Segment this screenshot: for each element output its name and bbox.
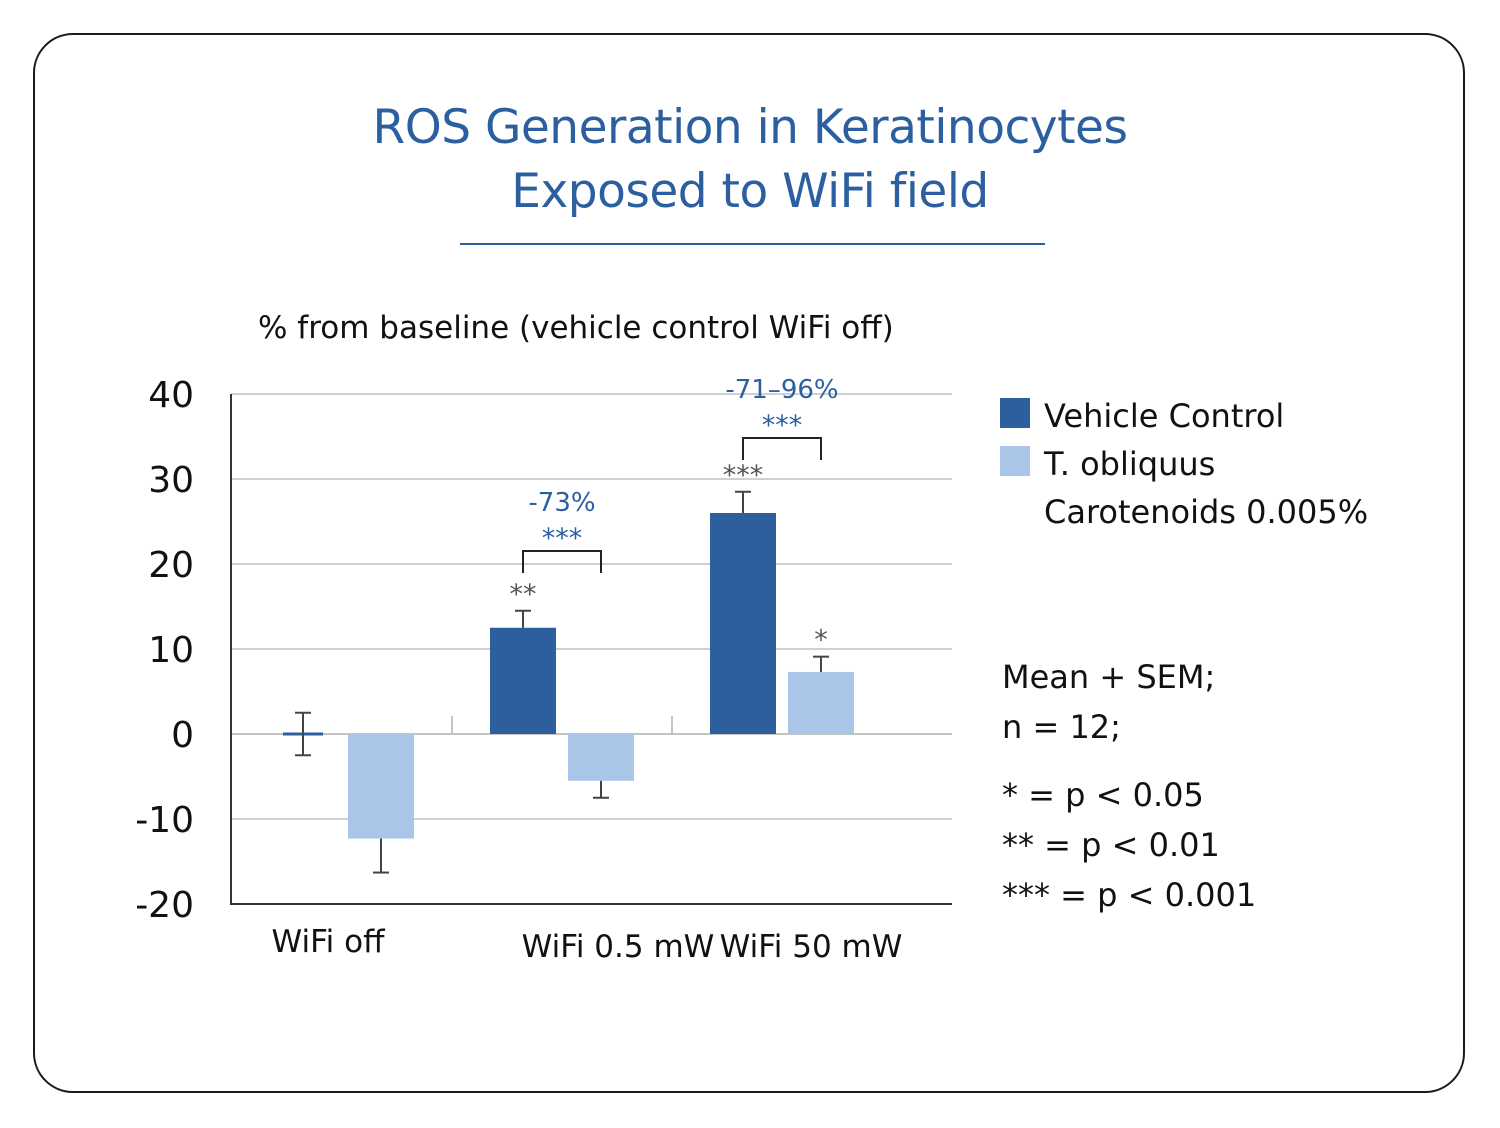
significance-stars: **: [510, 579, 537, 610]
comparison-stars: ***: [762, 410, 803, 441]
legend-swatch-treatment: [1000, 446, 1030, 476]
y-tick-label: -10: [135, 800, 194, 841]
axes: [230, 394, 952, 905]
chart-title-line-2: Exposed to WiFi field: [511, 164, 989, 219]
y-tick-label: 10: [148, 630, 194, 671]
legend-label-vehicle: Vehicle Control: [1044, 397, 1285, 435]
chart-title: ROS Generation in Keratinocytes Exposed …: [0, 96, 1500, 224]
bars: [283, 513, 854, 839]
comparison-bracket: [742, 437, 822, 460]
note-p-005: * = p < 0.05: [1002, 776, 1204, 814]
note-sample-size: n = 12;: [1002, 708, 1121, 746]
comparison-reduction-label: -71–96%: [725, 375, 838, 405]
legend-item-treatment: T. obliquus Carotenoids 0.005%: [1000, 440, 1368, 536]
note-p-0001: *** = p < 0.001: [1002, 876, 1257, 914]
labels: 40 30 20 10 0 -10 -20 WiFi off WiFi 0.5 mW WiFi 5…: [135, 375, 902, 965]
y-tick-label: -20: [135, 885, 194, 926]
legend: Vehicle Control T. obliquus Carotenoids …: [1000, 392, 1368, 536]
error-bars: [295, 490, 829, 874]
chart-title-line-1: ROS Generation in Keratinocytes: [372, 100, 1128, 155]
x-category-label: WiFi off: [272, 924, 386, 960]
comparison-reduction-label: -73%: [528, 488, 595, 518]
legend-item-vehicle: Vehicle Control: [1000, 392, 1368, 440]
bar-vehicle-control: [490, 627, 556, 734]
legend-swatch-vehicle: [1000, 398, 1030, 428]
bar-treatment: [568, 734, 634, 781]
bar-treatment: [788, 671, 854, 734]
x-category-label: WiFi 50 mW: [720, 929, 903, 965]
y-tick-label: 30: [148, 460, 194, 501]
bar-treatment: [348, 734, 414, 839]
significance-stars: ***: [723, 460, 764, 491]
note-mean-sem: Mean + SEM;: [1002, 658, 1216, 696]
x-category-label: WiFi 0.5 mW: [522, 929, 715, 965]
significance-stars: *: [814, 625, 828, 656]
bar-vehicle-control: [710, 513, 776, 734]
title-underline: [460, 243, 1045, 245]
y-tick-label: 40: [148, 375, 194, 416]
comparison-stars: ***: [542, 523, 583, 554]
y-tick-label: 0: [171, 715, 194, 756]
y-axis-label: % from baseline (vehicle control WiFi of…: [258, 310, 894, 346]
y-tick-label: 20: [148, 545, 194, 586]
legend-label-treatment: T. obliquus Carotenoids 0.005%: [1044, 445, 1369, 531]
note-p-001: ** = p < 0.01: [1002, 826, 1220, 864]
comparison-bracket: [522, 550, 602, 573]
statistics-notes: Mean + SEM; n = 12; * = p < 0.05 ** = p …: [1002, 652, 1256, 920]
